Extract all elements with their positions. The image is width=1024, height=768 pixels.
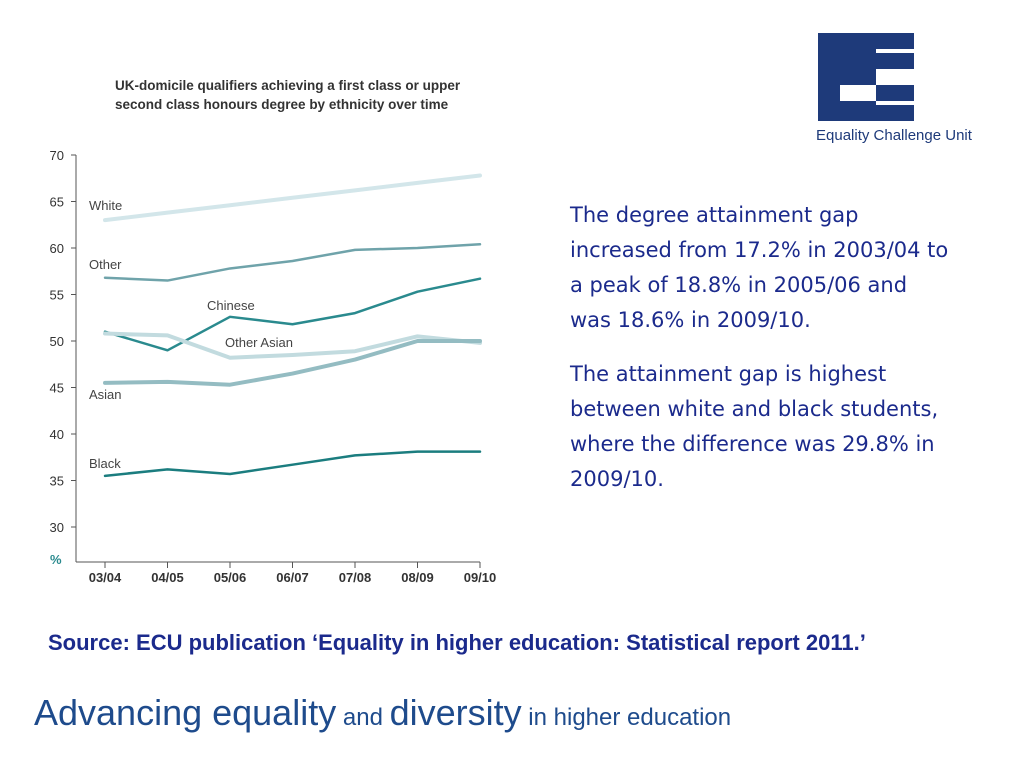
x-tick-label: 07/08	[339, 570, 372, 585]
series-line-other	[103, 243, 482, 282]
series-label-chinese: Chinese	[207, 298, 255, 313]
y-tick-label: 55	[50, 288, 64, 303]
series-label-other: Other	[89, 257, 122, 272]
x-tick-label: 08/09	[401, 570, 434, 585]
chart-series	[103, 173, 482, 478]
y-axis-unit-label: %	[50, 552, 62, 567]
x-tick-label: 04/05	[151, 570, 184, 585]
commentary-paragraph-1: The degree attainment gap increased from…	[570, 203, 949, 332]
commentary-paragraph-2: The attainment gap is highest between wh…	[570, 362, 939, 491]
tagline-part-1: Advancing equality	[34, 692, 337, 733]
ethnicity-line-chart: 30 35 40 45 50 55 60 65 70 03/04 04/05 05/06 06/07 07…	[50, 148, 497, 585]
x-tick-label: 03/04	[89, 570, 122, 585]
series-label-white: White	[89, 198, 122, 213]
series-label-asian: Asian	[89, 387, 122, 402]
x-tick-label: 06/07	[276, 570, 309, 585]
ecu-e-logo-mark	[818, 33, 914, 121]
y-tick-label: 30	[50, 520, 64, 535]
y-tick-label: 45	[50, 381, 64, 396]
series-line-black	[103, 450, 482, 478]
chart-series-labels: White Other Chinese Other Asian Asian Black	[89, 198, 293, 471]
tagline-part-4: in higher education	[521, 704, 732, 731]
series-line-asian	[103, 339, 482, 387]
y-tick-label: 35	[50, 474, 64, 489]
chart-title-line-1: UK-domicile qualifiers achieving a first…	[115, 78, 461, 93]
chart-axes: 30 35 40 45 50 55 60 65 70 03/04 04/05 05/06 06/07 07…	[50, 148, 497, 585]
x-tick-label: 09/10	[464, 570, 497, 585]
ecu-logo: Equality Challenge Unit	[816, 33, 996, 153]
y-tick-label: 70	[50, 148, 64, 163]
series-label-other-asian: Other Asian	[225, 335, 293, 350]
y-tick-label: 50	[50, 334, 64, 349]
series-label-black: Black	[89, 456, 121, 471]
tagline-part-2: and	[336, 704, 390, 731]
x-tick-label: 05/06	[214, 570, 247, 585]
commentary: The degree attainment gap increased from…	[570, 198, 950, 516]
tagline: Advancing equality and diversity in high…	[34, 692, 731, 734]
y-tick-label: 60	[50, 241, 64, 256]
chart-title-line-2: second class honours degree by ethnicity…	[115, 97, 449, 112]
tagline-part-3: diversity	[389, 692, 522, 733]
series-line-white	[103, 173, 482, 223]
y-tick-label: 40	[50, 427, 64, 442]
ecu-logo-text: Equality Challenge Unit	[816, 127, 972, 144]
y-tick-label: 65	[50, 195, 64, 210]
series-line-chinese	[103, 277, 482, 352]
series-line-other-asian	[103, 331, 482, 360]
source-citation: Source: ECU publication ‘Equality in hig…	[48, 630, 866, 655]
chart-title: UK-domicile qualifiers achieving a first…	[115, 76, 515, 114]
